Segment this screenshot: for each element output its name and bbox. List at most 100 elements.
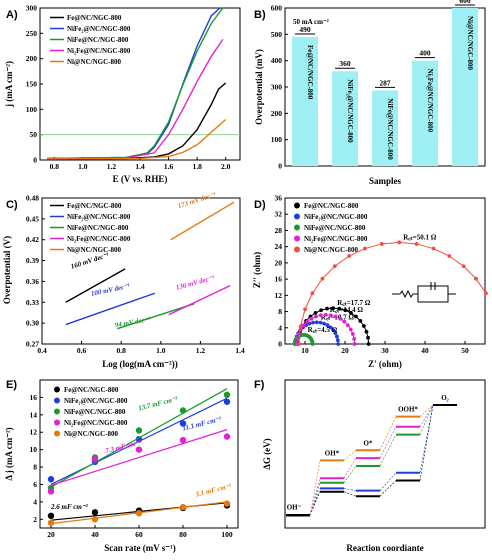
- panel-d-point: [319, 308, 323, 313]
- panel-f-connector: [343, 450, 357, 461]
- panel-e-point: [135, 510, 143, 517]
- panel-b-label: B): [254, 9, 266, 21]
- panel-e-label: E): [6, 379, 17, 391]
- panel-d-point: [461, 264, 466, 269]
- panel-c-label: C): [6, 199, 18, 211]
- legend-entry: Fe@NC/NGC-800: [304, 202, 359, 210]
- panel-b-ytick-label: 200: [271, 109, 283, 118]
- panel-c-ytick-label: 0.42: [26, 235, 39, 244]
- panel-f-connector: [379, 472, 397, 491]
- panel-d-point: [366, 342, 371, 346]
- panel-e-point: [91, 509, 99, 516]
- panel-d-point: [343, 308, 348, 313]
- panel-c-fit-line: [117, 303, 195, 330]
- panel-c-ytick-label: 0.48: [26, 194, 39, 203]
- panel-e-point: [47, 512, 55, 520]
- panel-b-bar-category: Fe@NC/NGC-800: [306, 45, 314, 100]
- panel-d-point: [352, 342, 357, 346]
- panel-a-ytick-label: 50: [30, 130, 38, 139]
- panel-e-ytick-label: 14: [30, 410, 38, 419]
- legend-marker: [54, 419, 60, 426]
- panel-e-ytick-label: 2: [33, 515, 37, 524]
- panel-d-point: [484, 291, 488, 296]
- panel-d-point: [328, 325, 333, 330]
- legend-entry: Ni@NC/NGC-800: [67, 58, 121, 66]
- panel-d-point: [331, 328, 336, 332]
- panel-e-point: [179, 420, 187, 427]
- panel-f-state-label: OH*: [325, 449, 340, 457]
- panel-e-point: [135, 427, 143, 434]
- panel-e-point: [223, 398, 231, 405]
- panel-a-label: A): [6, 9, 18, 21]
- legend-marker: [54, 430, 60, 437]
- panel-d-point: [366, 335, 370, 340]
- panel-f-state-label: O*: [364, 439, 373, 447]
- panel-a-ytick-label: 0: [33, 156, 37, 165]
- panel-f: F) Reaction coordiante ΔG (eV) OH⁻ OH* O* O…: [254, 379, 486, 553]
- panel-e-xtick-label: 100: [221, 530, 233, 539]
- legend-entry: NiFe₂@NC/NGC-800: [64, 397, 128, 405]
- panel-f-state-label: O₂: [441, 394, 449, 402]
- panel-f-connector: [379, 426, 397, 459]
- panel-d-ytick-label: 4: [278, 323, 282, 332]
- panel-e-xtick-label: 40: [91, 530, 99, 539]
- panel-e-point: [91, 456, 99, 463]
- panel-e-point: [223, 433, 231, 440]
- panel-d-point: [337, 306, 342, 311]
- panel-c-ytick-label: 0.30: [26, 319, 39, 328]
- legend-entry: NiFe₂@NC/NGC-800: [67, 213, 131, 221]
- panel-a-xtick-label: 1.4: [135, 162, 145, 171]
- panel-b-ytick-label: 0: [278, 162, 282, 171]
- panel-a-xtick-label: 1.0: [78, 162, 88, 171]
- legend-entry: NiFe@NC/NGC-800: [304, 224, 366, 232]
- panel-d-point: [358, 319, 363, 323]
- panel-d-label: D): [254, 199, 266, 211]
- panel-e-point: [223, 500, 231, 507]
- panel-b-bar-value: 287: [379, 78, 391, 87]
- panel-d-point: [363, 246, 367, 251]
- panel-f-connector: [309, 482, 321, 516]
- panel-d-rct-label: R꜀ₜ=50.1 Ω: [403, 233, 437, 241]
- panel-c-frame: [41, 197, 241, 345]
- panel-d-ytick-label: 36: [275, 194, 283, 203]
- panel-d-point: [364, 329, 369, 334]
- panel-c-ytick-label: 0.27: [26, 340, 39, 349]
- panel-f-connector: [379, 434, 397, 467]
- legend-marker: [294, 235, 300, 242]
- panel-d-point: [354, 314, 358, 319]
- legend-entry: Fe@NC/NGC-800: [64, 386, 119, 394]
- panel-c-ytick-label: 0.33: [26, 298, 39, 307]
- panel-c-xtick-label: 0.6: [77, 346, 87, 355]
- panel-b-note: 50 mA cm⁻²: [293, 18, 329, 26]
- legend-marker: [294, 224, 300, 231]
- legend-marker: [54, 397, 60, 404]
- panel-d-point: [309, 316, 314, 321]
- panel-d-point: [447, 254, 452, 258]
- panel-a-xtick-label: 1.6: [164, 162, 174, 171]
- panel-c-xtick-label: 0.8: [117, 346, 127, 355]
- panel-e-fit-line: [50, 429, 228, 486]
- panel-b-bar-value: 490: [299, 25, 311, 34]
- panel-a-ytick-label: 200: [26, 54, 38, 63]
- panel-d-point: [297, 342, 301, 346]
- legend-entry: NiFe@NC/NGC-800: [67, 36, 129, 44]
- panel-c-ytick-label: 0.45: [26, 214, 39, 223]
- legend-entry: Ni₂Fe@NC/NGC-800: [64, 419, 128, 427]
- panel-c-fit-line: [170, 201, 235, 241]
- panel-c-xtick-label: 1.0: [156, 346, 166, 355]
- panel-a-ytick-label: 300: [26, 4, 38, 13]
- panel-b-bar-category: NiFe₂@NC/NGC-800: [346, 79, 354, 143]
- panel-f-connector: [419, 404, 434, 435]
- panel-f-ylabel: ΔG (eV): [262, 438, 272, 469]
- panel-d-ytick-label: 16: [275, 275, 283, 284]
- panel-d-point: [335, 338, 340, 343]
- panel-c: C) Log (log(mA cm⁻²)) Overpotential (V) …: [2, 191, 245, 369]
- panel-d-point: [325, 323, 330, 328]
- panel-d-point: [379, 242, 384, 246]
- panel-a-ytick-label: 100: [26, 105, 38, 114]
- panel-b-ytick-label: 300: [271, 83, 283, 92]
- panel-a-xtick-label: 2.0: [221, 162, 231, 171]
- panel-d-point: [474, 276, 478, 281]
- panel-e-point: [47, 519, 55, 526]
- panel-a-ylabel: j (mA cm⁻²): [4, 61, 14, 108]
